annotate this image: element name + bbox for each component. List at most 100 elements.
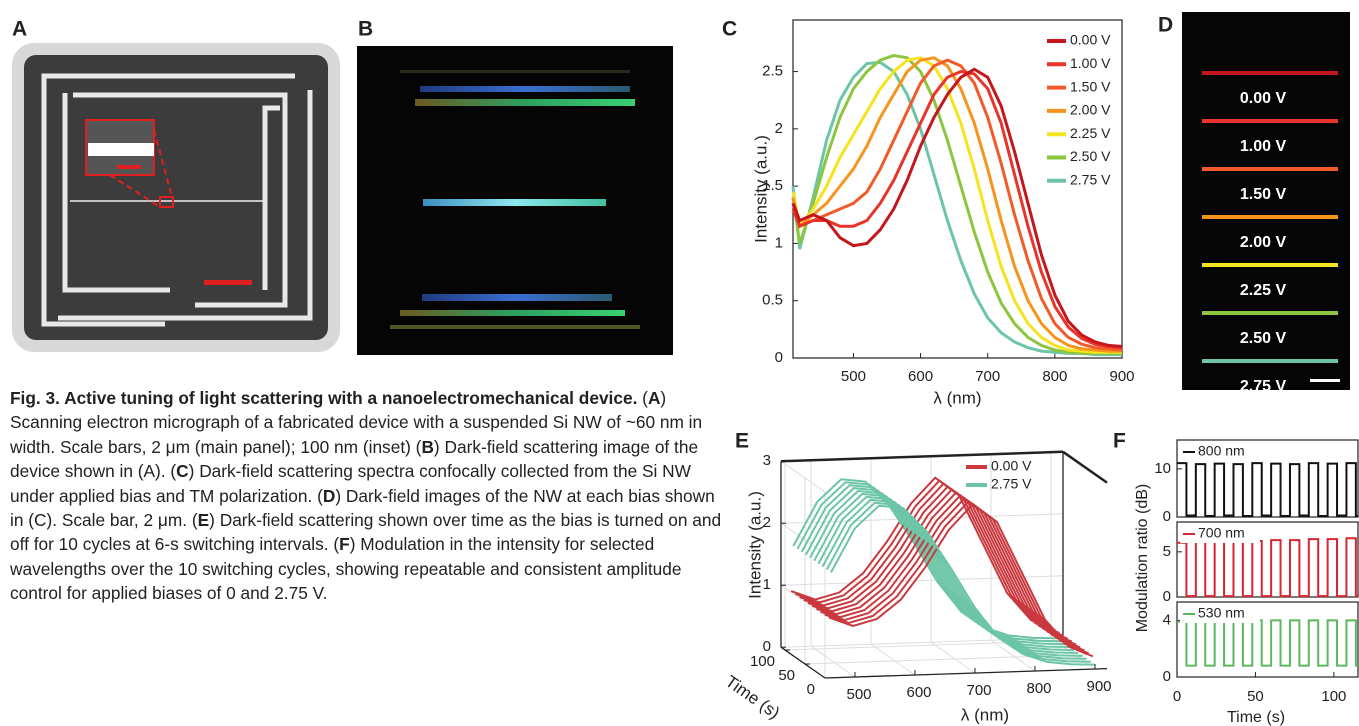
z-tick-label: 0 <box>763 638 771 655</box>
legend-bg <box>1180 605 1260 623</box>
axis-line <box>1062 450 1108 484</box>
caption-text: E <box>197 510 210 531</box>
y-tick-label: 5 <box>1163 543 1171 560</box>
y-tick-label: 10 <box>1154 460 1171 477</box>
z-tick-label: 3 <box>763 452 771 469</box>
line <box>796 481 1062 643</box>
step-line <box>1177 537 1358 598</box>
grid-line <box>810 645 856 678</box>
line <box>804 487 1070 649</box>
x-tick-label: 100 <box>1321 688 1346 705</box>
grid-line <box>780 584 826 617</box>
x-tick-label: 900 <box>1086 678 1111 695</box>
axis-line <box>780 646 826 679</box>
line <box>791 58 1123 352</box>
line <box>792 478 1058 640</box>
panel-label: A <box>12 18 27 41</box>
axis-line <box>824 667 1108 679</box>
nanowire-strip <box>1202 119 1338 123</box>
x-tick-label: 600 <box>908 368 933 385</box>
line <box>791 70 1123 350</box>
caption-text: ) Dark-field scattering spectra confocal… <box>10 461 691 506</box>
line <box>809 489 1075 651</box>
grid-line <box>780 460 826 493</box>
y-tick-label: 4 <box>1163 611 1171 628</box>
line <box>824 499 1090 655</box>
line <box>803 485 1069 640</box>
z-tick-label: 1 <box>763 576 771 593</box>
line <box>791 56 1122 353</box>
x-tick-label: 600 <box>906 684 931 701</box>
y-tick-label: 0 <box>1163 588 1171 605</box>
line <box>828 502 1094 658</box>
y-axis-label: Intensity (a.u.) <box>751 135 770 243</box>
legend-bg <box>1180 525 1260 543</box>
x-tick-label: 800 <box>1042 368 1067 385</box>
line <box>791 56 1122 354</box>
caption-text: D <box>322 485 336 506</box>
line <box>830 504 1096 666</box>
axis-line <box>780 450 1064 463</box>
nanowire-strip <box>1202 359 1338 363</box>
voltage-label: 1.50 V <box>1240 186 1287 203</box>
t-tick-label: 0 <box>807 681 815 698</box>
voltage-label: 2.75 V <box>1240 378 1287 395</box>
y-tick-label: 0 <box>775 349 783 366</box>
caption-text: ( <box>637 388 648 408</box>
x-tick-label: 50 <box>1247 688 1264 705</box>
line <box>821 498 1087 660</box>
caption-text: ) Modulation in the intensity for select… <box>10 534 682 604</box>
voltage-label: 1.00 V <box>1240 138 1287 155</box>
legend-label: 0.00 V <box>1070 32 1111 48</box>
nanowire-strip <box>1202 71 1338 75</box>
x-tick-label: 0 <box>1173 688 1181 705</box>
nanowire-strip <box>1202 215 1338 219</box>
line <box>790 476 1056 631</box>
y-axis-label: Modulation ratio (dB) <box>1134 484 1151 633</box>
voltage-label: 2.50 V <box>1240 330 1287 347</box>
legend-label: 2.75 V <box>1070 172 1111 188</box>
voltage-label: 2.00 V <box>1240 234 1287 251</box>
y-tick-label: 0 <box>1163 508 1171 525</box>
legend-label: 530 nm <box>1198 605 1245 621</box>
caption-text: ) Dark-field scattering shown over time … <box>10 510 722 555</box>
step-line <box>1177 619 1358 667</box>
caption-text: ) Dark-field images of the NW at each bi… <box>10 485 715 531</box>
nanowire-strip <box>1202 311 1338 315</box>
t-tick-label: 100 <box>750 653 775 670</box>
grid-line <box>930 641 976 674</box>
y-tick-label: 1.5 <box>762 177 783 194</box>
step-line <box>1177 462 1358 518</box>
panel-label: B <box>358 18 373 41</box>
grid-line <box>990 639 1036 672</box>
z-axis-label: Intensity (a.u.) <box>745 491 764 599</box>
y-tick-label: 2 <box>775 120 783 137</box>
line <box>811 491 1077 646</box>
t-axis-label: Time (s) <box>722 672 783 723</box>
caption-title: Fig. 3. Active tuning of light scatterin… <box>10 388 638 408</box>
legend-label: 2.25 V <box>1070 125 1111 141</box>
caption: Fig. 3. Active tuning of light scatterin… <box>10 386 722 606</box>
caption-text: ) Scanning electron micrograph of a fabr… <box>10 388 703 457</box>
caption-text: F <box>339 534 350 555</box>
y-tick-label: 0.5 <box>762 292 783 309</box>
line <box>791 67 1123 349</box>
caption-text: A <box>647 388 661 408</box>
caption-text: ) Dark-field scattering image of the dev… <box>10 436 699 482</box>
voltage-label: 2.25 V <box>1240 282 1287 299</box>
line <box>800 484 1066 646</box>
legend-bg <box>1180 443 1260 461</box>
legend-label: 2.50 V <box>1070 148 1111 164</box>
grid-line <box>870 643 916 676</box>
legend-label: 1.00 V <box>1070 55 1111 71</box>
line <box>791 53 1122 355</box>
dark-field-image <box>357 46 673 355</box>
line <box>795 479 1060 634</box>
plot-frame <box>1176 601 1359 678</box>
x-tick-label: 500 <box>846 686 871 703</box>
y-tick-label: 1 <box>775 234 783 251</box>
panel-label: C <box>722 18 737 41</box>
x-axis-label: Time (s) <box>1227 709 1285 726</box>
